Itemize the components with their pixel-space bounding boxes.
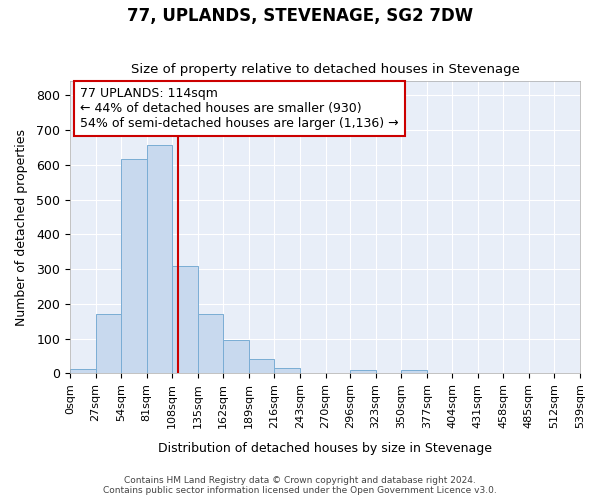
Bar — [121, 158, 146, 374]
X-axis label: Distribution of detached houses by size in Stevenage: Distribution of detached houses by size … — [158, 442, 492, 455]
Bar — [146, 146, 172, 374]
Bar — [401, 370, 427, 374]
Bar — [274, 368, 300, 374]
Bar — [95, 314, 121, 374]
Bar — [249, 360, 274, 374]
Text: 77 UPLANDS: 114sqm
← 44% of detached houses are smaller (930)
54% of semi-detach: 77 UPLANDS: 114sqm ← 44% of detached hou… — [80, 87, 399, 130]
Text: 77, UPLANDS, STEVENAGE, SG2 7DW: 77, UPLANDS, STEVENAGE, SG2 7DW — [127, 8, 473, 26]
Bar — [350, 370, 376, 374]
Bar — [198, 314, 223, 374]
Text: Contains HM Land Registry data © Crown copyright and database right 2024.
Contai: Contains HM Land Registry data © Crown c… — [103, 476, 497, 495]
Bar — [223, 340, 249, 374]
Bar — [172, 266, 198, 374]
Bar — [70, 369, 95, 374]
Y-axis label: Number of detached properties: Number of detached properties — [15, 129, 28, 326]
Title: Size of property relative to detached houses in Stevenage: Size of property relative to detached ho… — [131, 63, 520, 76]
